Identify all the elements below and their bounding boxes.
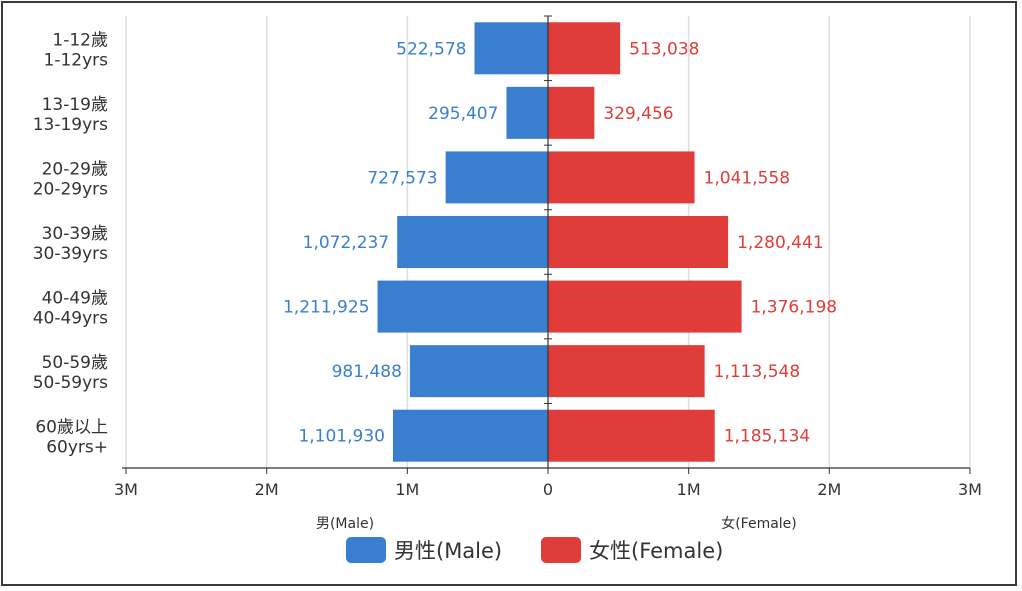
category-label-zh: 50-59歲: [42, 353, 108, 373]
data-label-female: 1,185,134: [724, 427, 811, 447]
data-label-male: 727,573: [367, 168, 437, 188]
bar-female: [548, 345, 705, 398]
x-tick-label: 1M: [677, 480, 701, 499]
grid-lines: [125, 16, 971, 468]
data-label-male: 1,101,930: [298, 427, 385, 447]
legend-label: 女性(Female): [589, 539, 723, 563]
category-label-en: 20-29yrs: [33, 179, 108, 199]
data-label-male: 522,578: [396, 39, 466, 59]
data-label-female: 1,280,441: [737, 233, 824, 253]
bar-male: [377, 280, 548, 333]
data-label-female: 1,376,198: [751, 298, 838, 318]
data-label-male: 1,211,925: [283, 298, 370, 318]
legend-label: 男性(Male): [394, 539, 502, 563]
category-label-en: 40-49yrs: [33, 309, 108, 329]
x-tick-label: 3M: [114, 480, 138, 499]
x-tick-label: 0: [543, 480, 553, 499]
bar-female: [548, 216, 729, 268]
x-tick-label: 3M: [958, 480, 982, 499]
bar-male: [392, 409, 548, 462]
category-label-zh: 60歲以上: [35, 418, 108, 438]
category-label-zh: 40-49歲: [42, 289, 108, 309]
bars: [377, 22, 742, 462]
data-label-female: 329,456: [603, 104, 673, 124]
legend: 男性(Male) 女性(Female): [346, 537, 723, 563]
data-label-male: 981,488: [332, 362, 402, 382]
bar-male: [445, 151, 548, 204]
bar-female: [548, 22, 621, 75]
axes: [122, 15, 971, 474]
bar-male: [397, 216, 548, 268]
data-label-female: 1,041,558: [704, 168, 791, 188]
bar-female: [548, 409, 715, 462]
bar-male: [506, 86, 548, 139]
category-label-zh: 1-12歲: [52, 30, 108, 50]
x-tick-label: 1M: [395, 480, 419, 499]
category-label-zh: 30-39歲: [42, 224, 108, 244]
data-label-male: 1,072,237: [303, 233, 390, 253]
legend-swatch: [541, 537, 581, 563]
x-axis-label-male: 男(Male): [316, 516, 374, 532]
bar-female: [548, 280, 742, 333]
category-label-en: 50-59yrs: [33, 373, 108, 393]
legend-swatch: [346, 537, 386, 563]
x-tick-label: 2M: [255, 480, 279, 499]
category-label-en: 13-19yrs: [33, 115, 108, 135]
category-label-en: 1-12yrs: [44, 50, 109, 70]
category-label-zh: 13-19歲: [42, 95, 108, 115]
data-label-female: 513,038: [629, 39, 699, 59]
category-label-zh: 20-29歲: [42, 159, 108, 179]
bar-male: [474, 22, 548, 75]
bar-female: [548, 151, 695, 204]
data-label-female: 1,113,548: [714, 362, 801, 382]
category-label-en: 30-39yrs: [33, 244, 108, 264]
category-label-en: 60yrs+: [46, 438, 108, 458]
x-tick-label: 2M: [817, 480, 841, 499]
x-axis-label-female: 女(Female): [721, 515, 797, 532]
bar-female: [548, 86, 595, 139]
bar-male: [409, 345, 548, 398]
data-label-male: 295,407: [428, 104, 498, 124]
